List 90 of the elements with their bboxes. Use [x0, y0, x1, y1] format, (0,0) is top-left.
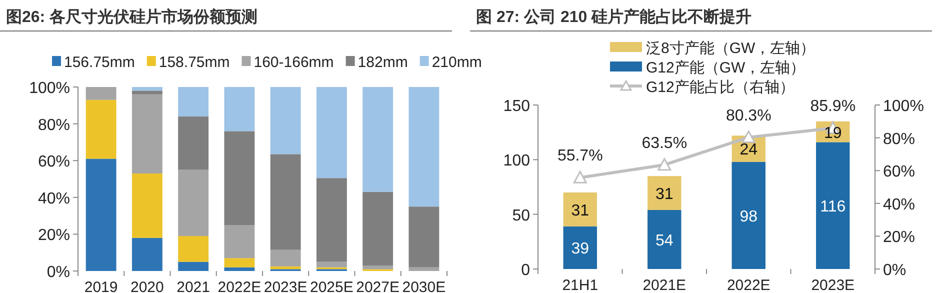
bar — [224, 267, 255, 271]
x-tick-label: 2030E — [402, 279, 446, 293]
bar — [316, 262, 347, 268]
data-label: 31 — [571, 202, 590, 220]
y-tick-label: 60% — [38, 154, 70, 171]
y2-tick-label: 80% — [883, 130, 916, 148]
legend-label: 泛8寸产能（GW，左轴） — [646, 40, 816, 57]
data-label: 55.7% — [557, 148, 603, 165]
legend-label: 156.75mm — [64, 54, 135, 71]
bar — [224, 87, 255, 132]
legend-label: G12产能占比（右轴） — [646, 79, 794, 96]
legend-label: 182mm — [358, 54, 408, 71]
bar — [563, 226, 597, 269]
y2-tick-label: 60% — [883, 164, 916, 181]
bar — [362, 265, 394, 270]
y-tick-label: 150 — [503, 98, 530, 115]
data-label: 63.5% — [642, 134, 688, 152]
y-tick-label: 0 — [521, 262, 530, 279]
bar — [408, 206, 440, 268]
x-tick-label: 2022E — [726, 277, 770, 293]
data-label: 98 — [740, 208, 758, 226]
data-label: 39 — [571, 240, 590, 258]
legend-label: G12产能（GW，左轴） — [646, 60, 806, 76]
bar — [178, 262, 209, 271]
bar — [86, 100, 116, 159]
x-tick-label: 2025E — [310, 279, 354, 293]
bar — [316, 87, 347, 178]
y-tick-label: 100% — [29, 80, 70, 97]
bar — [408, 267, 440, 271]
data-label: 31 — [655, 186, 674, 204]
bar — [224, 131, 255, 225]
legend-label: 210mm — [432, 54, 482, 71]
data-label: 85.9% — [810, 98, 856, 116]
y2-tick-label: 100% — [883, 98, 924, 115]
bar — [270, 266, 301, 270]
bar — [178, 170, 209, 236]
bar — [816, 142, 850, 269]
bar — [563, 192, 597, 226]
x-tick-label: 2021 — [176, 279, 210, 293]
point — [742, 130, 756, 144]
y2-tick-label: 0% — [883, 262, 906, 279]
bar — [178, 116, 209, 170]
bar — [408, 87, 440, 207]
bar — [224, 258, 255, 268]
chart-title: 图 27: 公司 210 硅片产能占比不断提升 — [476, 8, 752, 26]
bar — [270, 250, 301, 266]
bar — [178, 236, 209, 262]
bar — [86, 87, 116, 100]
bar — [270, 154, 301, 250]
x-tick-label: 2027E — [356, 279, 400, 293]
x-tick-label: 2023E — [811, 277, 855, 293]
y-tick-label: 50 — [512, 207, 530, 224]
data-label: 80.3% — [726, 107, 772, 124]
bar — [362, 192, 394, 266]
bar — [362, 87, 394, 192]
bar — [732, 162, 766, 269]
data-label: 54 — [655, 232, 674, 250]
x-tick-label: 2022E — [218, 279, 262, 293]
bar — [132, 90, 162, 94]
bar — [316, 178, 347, 262]
bar — [270, 87, 301, 154]
bar — [648, 176, 682, 210]
bar — [648, 210, 682, 269]
bar — [86, 158, 116, 271]
y2-tick-label: 40% — [883, 196, 916, 214]
x-tick-label: 2021E — [642, 277, 686, 293]
data-label: 24 — [740, 142, 758, 159]
point — [573, 170, 587, 184]
data-label: 116 — [820, 198, 846, 216]
y-tick-label: 40% — [38, 190, 70, 208]
legend-label: 158.75mm — [158, 54, 230, 71]
bar — [132, 238, 162, 271]
bar — [132, 87, 162, 91]
legend-label: 160-166mm — [254, 54, 334, 71]
x-tick-label: 21H1 — [562, 277, 598, 293]
y-tick-label: 80% — [38, 116, 70, 134]
bar — [224, 225, 255, 258]
y-tick-label: 0% — [46, 264, 70, 281]
y2-tick-label: 20% — [883, 229, 916, 246]
chart-title: 图26: 各尺寸光伏硅片市场份额预测 — [6, 8, 258, 26]
bar — [132, 173, 162, 238]
data-label: 19 — [824, 124, 842, 142]
x-tick-label: 2023E — [264, 279, 308, 293]
point — [658, 158, 672, 171]
bar — [178, 87, 209, 116]
x-tick-label: 2020 — [130, 279, 164, 293]
y-tick-label: 20% — [38, 227, 70, 244]
y-tick-label: 100 — [503, 152, 530, 170]
bar — [132, 94, 162, 174]
x-tick-label: 2019 — [84, 279, 118, 293]
